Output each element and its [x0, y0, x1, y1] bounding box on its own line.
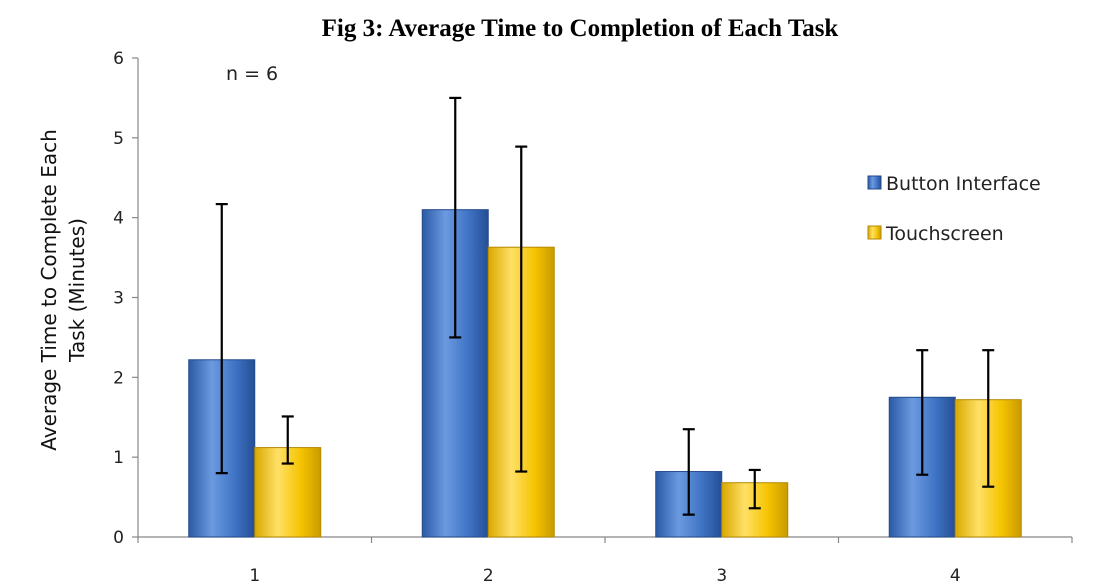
y-tick-label: 1	[113, 448, 124, 468]
x-tick-label: 4	[950, 566, 961, 586]
legend: Button Interface Touchscreen	[867, 173, 1041, 245]
legend-label: Button Interface	[886, 173, 1041, 195]
legend-swatch	[867, 225, 882, 240]
y-axis-label: Average Time to Complete Each Task (Minu…	[37, 129, 89, 451]
x-tick-label: 3	[716, 566, 727, 586]
y-tick-label: 4	[113, 209, 124, 229]
bars	[188, 209, 1022, 538]
chart-title: Fig 3: Average Time to Completion of Eac…	[322, 15, 839, 42]
y-tick-label: 2	[113, 368, 124, 388]
legend-label: Touchscreen	[885, 223, 1004, 245]
y-tick-label: 3	[113, 289, 124, 309]
error-bars	[215, 96, 995, 516]
y-tick-label: 0	[113, 528, 124, 548]
sample-size-annotation: n = 6	[226, 63, 278, 85]
y-tick-label: 5	[113, 129, 124, 149]
y-tick-label: 6	[113, 49, 124, 69]
y-axis-label-line2: Task (Minutes)	[65, 218, 89, 363]
legend-swatch	[867, 175, 882, 190]
x-tick-label: 1	[249, 566, 260, 586]
y-axis-label-line1: Average Time to Complete Each	[37, 129, 61, 451]
x-tick-label: 2	[483, 566, 494, 586]
